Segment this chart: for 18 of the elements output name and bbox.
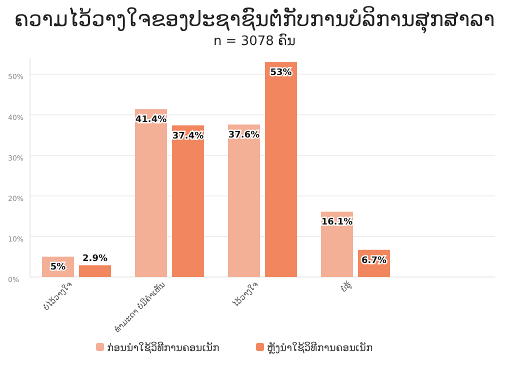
chart-title: ຄວາມໄວ້ວາງໃຈຂອງປະຊາຊົນຕໍ່ກັບການບໍລິການສຸກສາລາ <box>14 6 495 34</box>
bar <box>265 62 297 277</box>
bar <box>135 109 167 277</box>
bar <box>228 124 260 277</box>
data-label: 37.6% <box>228 130 260 141</box>
data-label: 41.4% <box>135 115 167 126</box>
data-label: 37.4% <box>172 131 204 142</box>
data-label: 16.1% <box>321 218 353 228</box>
data-label: 2.9% <box>82 254 108 264</box>
data-label: 6.7% <box>362 256 386 266</box>
chart-subtitle: n = 3078 ຄົນ <box>213 32 296 49</box>
bar <box>79 265 111 277</box>
bar <box>172 125 204 277</box>
legend-label: ກ່ອນນຳໃຊ້ວິທີການຄອນເນັກ <box>107 340 220 354</box>
data-label: 5% <box>50 262 66 273</box>
x-tick-label: ບໍ່ຮູ້ <box>338 278 354 295</box>
legend-label: ຫຼັງນຳໃຊ້ວິທີການຄອນເນັກ <box>267 340 373 354</box>
data-label: 53% <box>270 68 292 78</box>
